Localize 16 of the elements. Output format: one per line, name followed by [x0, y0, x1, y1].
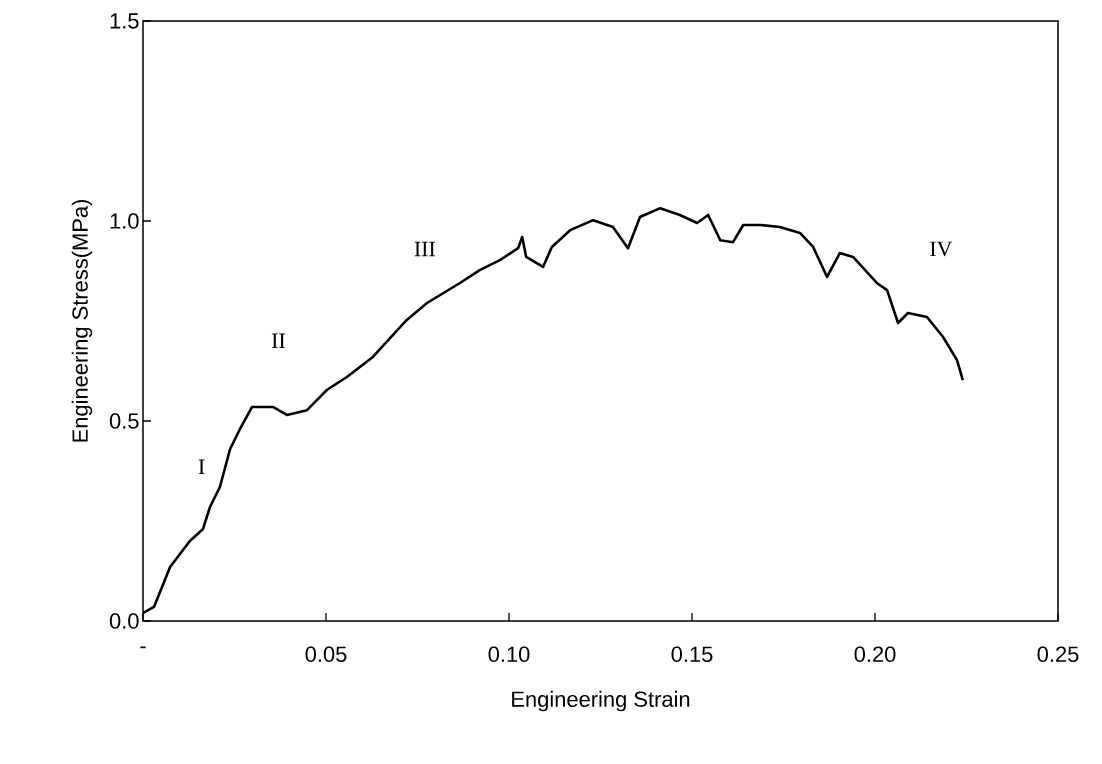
- x-tick-label: 0.15: [671, 646, 713, 663]
- annotation: IV: [930, 241, 953, 257]
- annotation: II: [271, 333, 285, 348]
- annotation: I: [198, 459, 205, 474]
- annotation: III: [414, 241, 436, 257]
- x-tick-label: 0.20: [854, 646, 896, 663]
- y-axis-title: Engineering Stress(MPa): [71, 199, 93, 442]
- y-tick-label: 0.0: [109, 613, 139, 629]
- x-axis-title: Engineering Strain: [512, 690, 690, 712]
- y-tick-label: 1.5: [110, 13, 139, 29]
- x-tick-label: -: [140, 646, 146, 649]
- x-tick-label: 0.25: [1037, 646, 1079, 663]
- x-tick-label: 0.05: [305, 646, 347, 663]
- y-tick-label: 1.0: [110, 213, 139, 229]
- y-tick-label: 0.5: [109, 413, 139, 429]
- x-tick-label: 0.10: [488, 646, 530, 663]
